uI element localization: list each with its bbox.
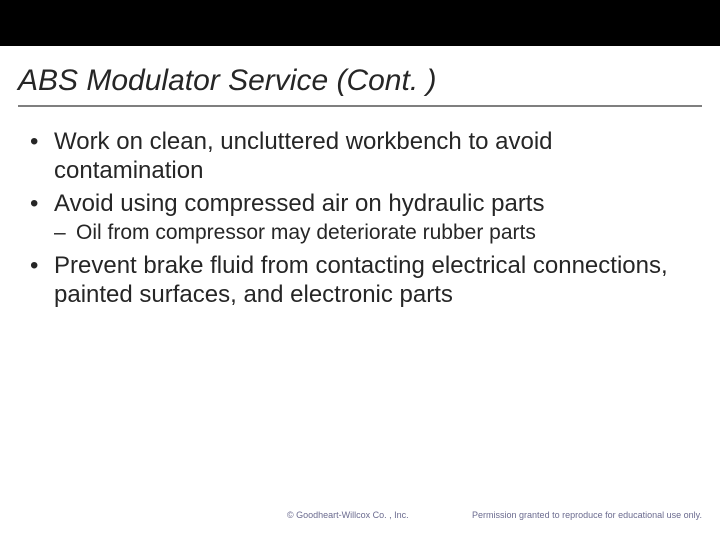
title-region: ABS Modulator Service (Cont. )	[0, 46, 720, 113]
sub-bullet-list: Oil from compressor may deteriorate rubb…	[54, 220, 692, 246]
list-item: Work on clean, uncluttered workbench to …	[28, 127, 692, 186]
bullet-text: Work on clean, uncluttered workbench to …	[54, 128, 553, 184]
slide-title: ABS Modulator Service (Cont. )	[18, 64, 702, 99]
list-item: Oil from compressor may deteriorate rubb…	[54, 220, 692, 246]
footer: © Goodheart-Willcox Co. , Inc. Permissio…	[0, 510, 720, 528]
bullet-text: Oil from compressor may deteriorate rubb…	[76, 221, 536, 244]
bullet-text: Avoid using compressed air on hydraulic …	[54, 190, 544, 217]
content-region: Work on clean, uncluttered workbench to …	[0, 113, 720, 310]
list-item: Avoid using compressed air on hydraulic …	[28, 189, 692, 247]
list-item: Prevent brake fluid from contacting elec…	[28, 251, 692, 310]
footer-copyright: © Goodheart-Willcox Co. , Inc.	[287, 510, 409, 520]
bullet-list: Work on clean, uncluttered workbench to …	[28, 127, 692, 310]
title-underline	[18, 105, 702, 107]
footer-permission: Permission granted to reproduce for educ…	[472, 510, 702, 520]
bullet-text: Prevent brake fluid from contacting elec…	[54, 252, 668, 308]
top-bar	[0, 0, 720, 46]
